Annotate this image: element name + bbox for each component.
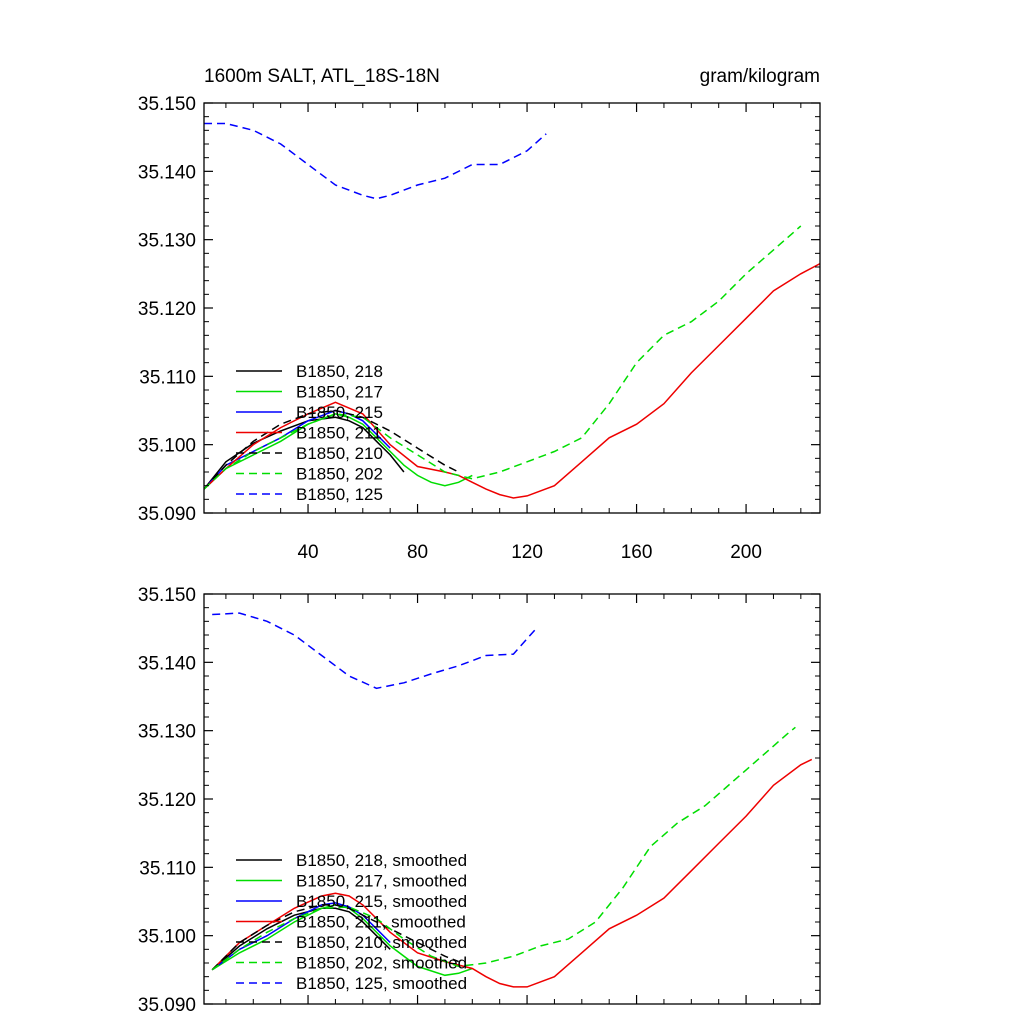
series-line-3 [211, 758, 813, 988]
series-line-6 [204, 122, 547, 200]
series-line-6 [212, 612, 536, 690]
series-line-4 [203, 409, 459, 490]
legend-label: B1850, 125, smoothed [296, 974, 467, 993]
y-tick-label: 35.120 [138, 790, 196, 811]
legend-label: B1850, 217, smoothed [296, 872, 467, 891]
bottom-legend: B1850, 218, smoothed B1850, 217, smoothed… [236, 851, 467, 993]
legend-label: B1850, 217 [296, 383, 383, 402]
y-tick-label: 35.110 [139, 367, 196, 388]
bottom-plot-lines [211, 612, 813, 988]
y-tick-label: 35.120 [138, 299, 196, 320]
y-tick-label: 35.100 [138, 927, 196, 948]
y-tick-label: 35.150 [138, 585, 196, 606]
legend-label: B1850, 210 [296, 444, 383, 463]
legend-label: B1850, 211 [296, 424, 382, 443]
x-tick-label: 160 [621, 542, 653, 563]
top-plot-lines [203, 122, 821, 499]
series-line-5 [203, 225, 802, 490]
legend-label: B1850, 218 [296, 362, 383, 381]
bottom-axis-ticks: 35.090 35.100 35.110 35.120 35.130 35.140 35.1… [138, 585, 820, 1016]
legend-label: B1850, 211, smoothed [296, 913, 466, 932]
y-tick-label: 35.130 [138, 722, 196, 743]
y-tick-label: 35.090 [138, 504, 196, 525]
y-tick-label: 35.150 [138, 94, 196, 115]
y-tick-label: 35.130 [138, 231, 196, 252]
series-line-2 [203, 409, 391, 490]
top-axis-ticks: 35.090 35.100 35.110 35.120 35.130 35.140 35.1… [138, 94, 820, 563]
legend-label: B1850, 202, smoothed [296, 954, 467, 973]
series-line-1 [203, 413, 473, 490]
x-tick-label: 120 [511, 542, 543, 563]
bottom-panel: 35.090 35.100 35.110 35.120 35.130 35.140 35.1… [138, 585, 821, 1016]
chart-title: 1600m SALT, ATL_18S-18N [204, 66, 440, 87]
y-tick-label: 35.100 [138, 436, 196, 457]
top-panel: 1600m SALT, ATL_18S-18N gram/kilogram 35… [138, 66, 821, 563]
x-tick-label: 80 [407, 542, 428, 563]
y-tick-label: 35.140 [138, 653, 196, 674]
series-line-3 [203, 262, 821, 499]
legend-label: B1850, 202 [296, 465, 383, 484]
legend-label: B1850, 218, smoothed [296, 851, 467, 870]
legend-label: B1850, 215 [296, 403, 383, 422]
legend-label: B1850, 125 [296, 485, 383, 504]
y-tick-label: 35.110 [139, 858, 196, 879]
units-label: gram/kilogram [700, 66, 820, 87]
y-tick-label: 35.140 [138, 162, 196, 183]
x-tick-label: 40 [297, 542, 318, 563]
legend-label: B1850, 210, smoothed [296, 933, 467, 952]
legend-label: B1850, 215, smoothed [296, 892, 467, 911]
x-tick-label: 200 [730, 542, 762, 563]
y-tick-label: 35.090 [138, 995, 196, 1016]
series-line-5 [211, 726, 796, 971]
